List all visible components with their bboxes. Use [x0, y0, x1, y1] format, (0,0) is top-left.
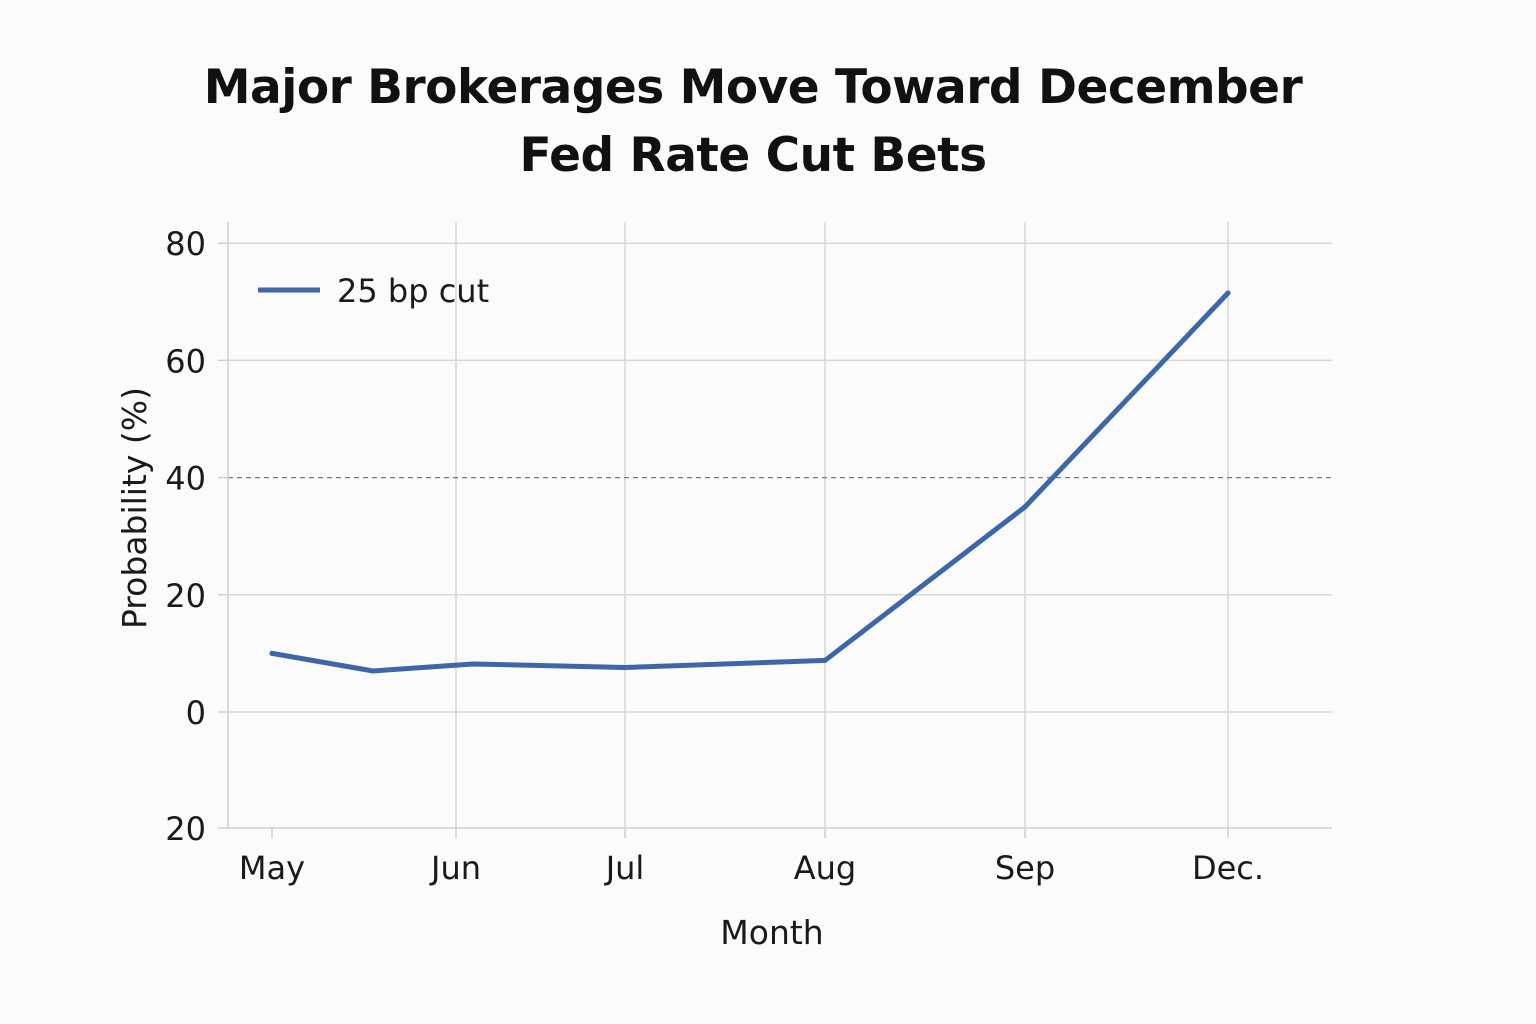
x-tick-label: Dec. [1192, 849, 1264, 887]
y-tick-label: 80 [165, 225, 206, 263]
x-tick-label: Jun [429, 849, 481, 887]
y-axis-label: Probability (%) [115, 387, 154, 629]
data-point [470, 661, 476, 667]
x-tick-label: Aug [794, 849, 856, 887]
y-tick-label: 0 [186, 694, 206, 732]
chart-title-line-2: Fed Rate Cut Bets [519, 128, 987, 183]
data-point [622, 664, 628, 670]
chart-title-line-1: Major Brokerages Move Toward December [203, 60, 1303, 115]
y-tick-label: 40 [165, 460, 206, 498]
legend: 25 bp cut [258, 272, 489, 310]
y-tick-label: 20 [165, 577, 206, 615]
y-tick-label: 20 [165, 810, 206, 848]
data-point [1022, 504, 1028, 510]
series-group [269, 290, 1231, 674]
y-tick-label: 60 [165, 342, 206, 380]
axes: 80 60 40 20 0 20 May Jun Jul Aug Sep Dec. [165, 222, 1332, 887]
x-axis-label: Month [720, 913, 823, 952]
data-point [269, 650, 275, 656]
x-tick-label: May [239, 849, 305, 887]
gridlines [228, 222, 1332, 828]
series-line [269, 290, 1231, 674]
legend-label: 25 bp cut [337, 272, 489, 310]
x-tick-label: Jul [604, 849, 645, 887]
data-point [822, 657, 828, 663]
data-point [370, 668, 376, 674]
data-point [1225, 290, 1231, 296]
x-tick-label: Sep [995, 849, 1055, 887]
